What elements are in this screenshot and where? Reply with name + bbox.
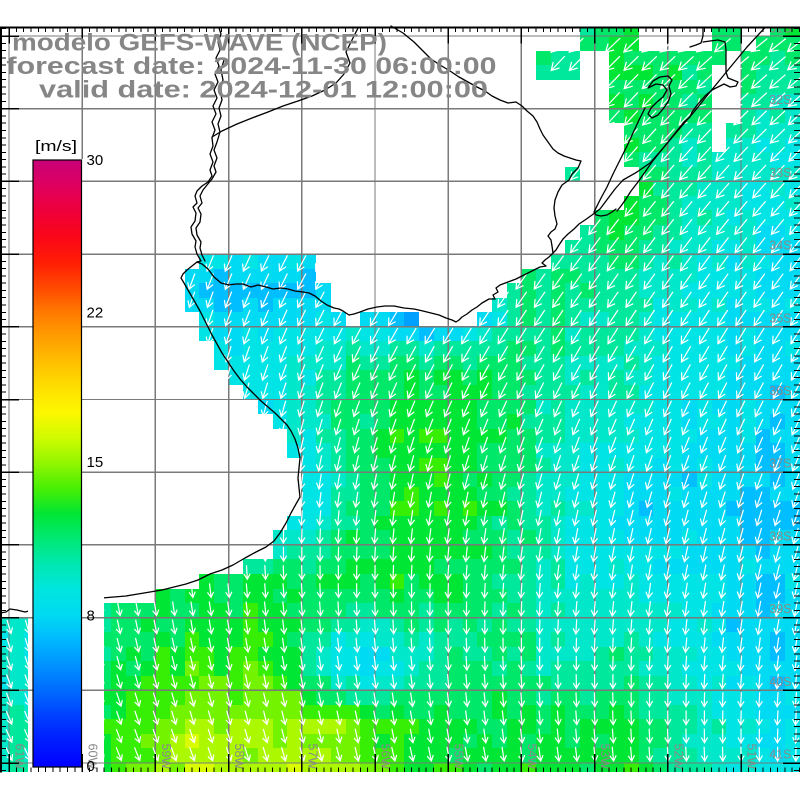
svg-text:51W: 51W (745, 744, 759, 770)
svg-text:38S: 38S (769, 529, 791, 543)
svg-text:valid date: 2024-12-01 12:00:0: valid date: 2024-12-01 12:00:00 (39, 77, 488, 104)
svg-text:60W: 60W (86, 744, 100, 770)
svg-text:30: 30 (87, 152, 104, 169)
svg-text:57W: 57W (305, 744, 319, 770)
svg-text:forecast date: 2024-11-30 06:0: forecast date: 2024-11-30 06:00:00 (7, 53, 497, 80)
svg-text:15: 15 (87, 454, 104, 471)
svg-text:54W: 54W (525, 744, 539, 770)
svg-text:56W: 56W (379, 744, 393, 770)
svg-text:36S: 36S (769, 384, 791, 398)
svg-text:59W: 59W (159, 744, 173, 770)
svg-text:58W: 58W (232, 744, 246, 770)
svg-text:modelo GEFS-WAVE (NCEP): modelo GEFS-WAVE (NCEP) (12, 30, 387, 57)
svg-text:22: 22 (87, 305, 104, 322)
svg-text:32S: 32S (769, 93, 791, 107)
svg-text:55W: 55W (452, 744, 466, 770)
svg-text:34S: 34S (769, 239, 791, 253)
svg-text:40S: 40S (769, 675, 791, 689)
svg-text:53W: 53W (598, 744, 612, 770)
svg-text:[m/s]: [m/s] (35, 138, 77, 155)
svg-text:39S: 39S (769, 602, 791, 616)
svg-text:8: 8 (87, 608, 95, 625)
svg-text:0: 0 (87, 758, 95, 775)
svg-text:37S: 37S (769, 457, 791, 471)
svg-text:41S: 41S (769, 748, 791, 762)
svg-text:52W: 52W (671, 744, 685, 770)
svg-text:35S: 35S (769, 311, 791, 325)
svg-text:61W: 61W (13, 744, 27, 770)
svg-text:33S: 33S (769, 166, 791, 180)
